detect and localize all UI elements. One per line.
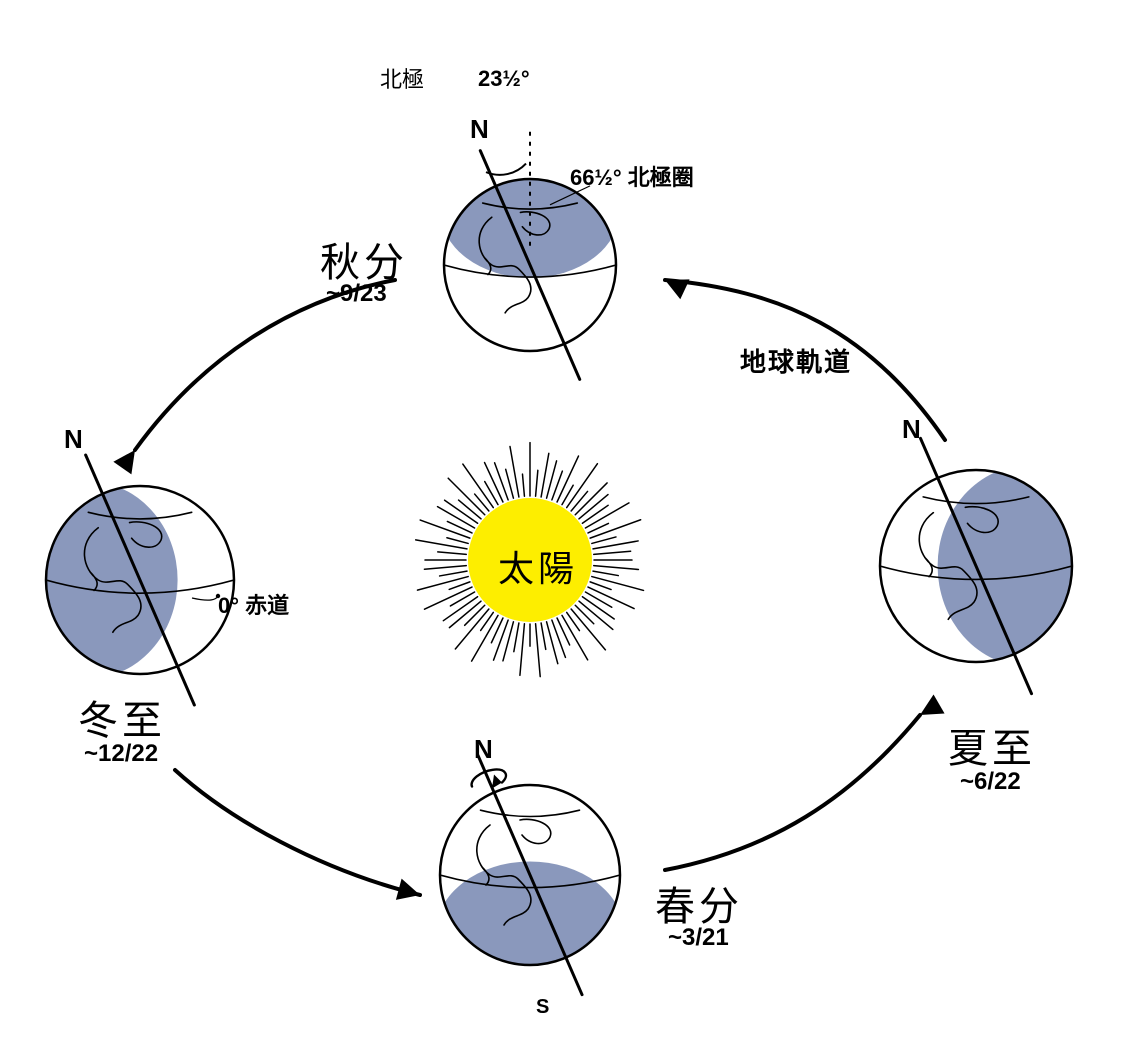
summer-date: ~6/22 (960, 768, 1021, 796)
earth-winter (0, 455, 234, 705)
earth-spring (436, 755, 625, 1005)
n-marker-winter: N (64, 424, 83, 455)
north-pole-label: 北極 (380, 62, 424, 94)
equator-label: 0° 赤道 (218, 588, 289, 620)
orbit-label: 地球軌道 (740, 342, 852, 379)
sun-label: 太陽 (498, 540, 578, 592)
n-marker-summer: N (902, 414, 921, 445)
summer-name: 夏至 (948, 716, 1036, 774)
earth-summer (880, 438, 1120, 693)
winter-name: 冬至 (78, 688, 166, 746)
n-marker-spring: N (474, 734, 493, 765)
s-marker-spring: S (536, 996, 549, 1019)
arctic-circle-label: 66½° 北極圈 (570, 160, 694, 192)
n-marker-autumn: N (470, 114, 489, 145)
winter-earth-annotations (192, 594, 220, 600)
spring-date: ~3/21 (668, 924, 729, 952)
autumn-date: ~9/23 (326, 280, 387, 308)
diagram-canvas (0, 0, 1121, 1039)
winter-date: ~12/22 (84, 740, 158, 768)
tilt-angle-label: 23½° (478, 66, 530, 92)
